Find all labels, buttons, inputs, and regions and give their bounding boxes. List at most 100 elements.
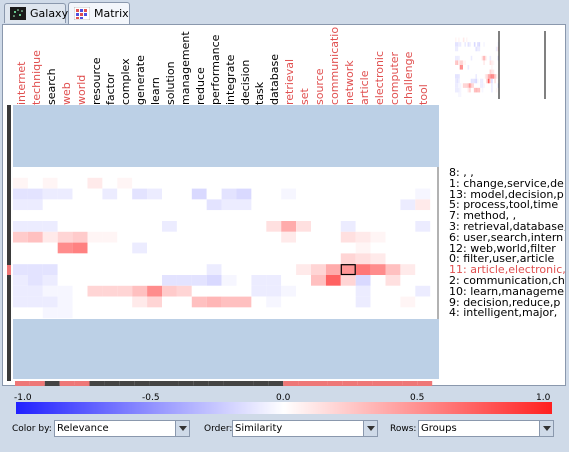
minimap-cell (456, 78, 459, 84)
matrix-cell (191, 253, 207, 265)
matrix-cell (266, 285, 282, 297)
minimap-cell (481, 55, 484, 61)
chevron-down-icon[interactable] (539, 421, 553, 436)
row-label[interactable]: 11: article,electronic, (449, 264, 565, 276)
column-header-factor[interactable]: factor (104, 25, 118, 105)
matrix-cell (191, 264, 207, 275)
minimap-cell (464, 83, 466, 88)
row-label[interactable]: 8: , , (449, 167, 474, 178)
matrix-cell (236, 242, 252, 254)
matrix-cell (281, 253, 297, 265)
row-label[interactable]: 1: change,service,de (449, 177, 564, 189)
chevron-down-icon[interactable] (363, 421, 377, 436)
column-header-decision[interactable]: decision (239, 25, 253, 105)
row-label[interactable]: 6: user,search,intern (449, 231, 564, 243)
matrix-cell (385, 253, 401, 265)
matrix-cell (132, 307, 148, 319)
matrix-cell (13, 296, 28, 308)
minimap-cell (491, 78, 493, 84)
column-header-database[interactable]: database (268, 25, 282, 105)
column-header-communication[interactable]: communication (328, 25, 342, 105)
matrix-cell (206, 199, 222, 211)
column-header-internet[interactable]: internet (15, 25, 29, 106)
row-label[interactable]: 12: web,world,filter (449, 242, 556, 254)
matrix-cell (340, 199, 356, 211)
column-header-integrate[interactable]: integrate (224, 25, 238, 105)
row-label[interactable]: 5: process,tool,time (449, 199, 559, 211)
column-group-segment (253, 381, 269, 386)
matrix-cell (13, 253, 28, 265)
minimap-cell (456, 55, 459, 61)
column-header-world[interactable]: world (75, 25, 89, 105)
matrix-cell (132, 231, 148, 243)
column-header-generate[interactable]: generate (134, 25, 148, 105)
column-header-complex[interactable]: complex (119, 25, 133, 105)
column-header-technique[interactable]: technique (30, 25, 44, 105)
tab-matrix[interactable]: Matrix (68, 2, 130, 24)
matrix-cell (355, 242, 371, 254)
matrix-cell (176, 264, 192, 275)
column-header-task[interactable]: task (253, 25, 267, 105)
matrix-cell (206, 231, 222, 243)
matrix-cell (27, 199, 43, 211)
row-label[interactable]: 2: communication,ch (449, 275, 565, 286)
column-header-tool[interactable]: tool (417, 25, 431, 105)
column-header-article[interactable]: article (358, 25, 372, 105)
column-header-learn[interactable]: learn (149, 25, 163, 105)
matrix-cell (57, 307, 73, 319)
row-label[interactable]: 3: retrieval,database, (449, 221, 565, 232)
matrix-cell (296, 231, 311, 243)
matrix-cell (415, 242, 431, 254)
color-by-select[interactable]: Relevance (54, 420, 190, 437)
row-label[interactable]: 0: filter,user,article (449, 253, 555, 265)
order-select[interactable]: Similarity (232, 420, 378, 437)
column-header-web[interactable]: web (60, 25, 74, 105)
chevron-down-icon[interactable] (175, 421, 189, 436)
column-header-search[interactable]: search (45, 25, 59, 105)
matrix-cell (147, 275, 162, 286)
column-header-computer[interactable]: computer (388, 25, 402, 105)
rows-select[interactable]: Groups (418, 420, 554, 437)
matrix-cell (251, 221, 267, 232)
row-label[interactable]: 9: decision,reduce,p (449, 296, 561, 308)
tab-galaxy[interactable]: Galaxy (4, 3, 68, 23)
minimap-cell (478, 42, 481, 47)
row-label[interactable]: 13: model,decision,p (449, 188, 564, 200)
column-group-segment (268, 381, 284, 386)
matrix-cell (221, 253, 237, 265)
column-header-challenge[interactable]: challenge (402, 25, 416, 105)
column-header-reduce[interactable]: reduce (194, 25, 208, 105)
column-header-resource[interactable]: resource (90, 25, 104, 105)
matrix-cell (311, 264, 326, 275)
column-header-performance[interactable]: performance (209, 25, 223, 105)
column-header-network[interactable]: network (343, 25, 357, 105)
matrix-cell (42, 231, 58, 243)
column-header-solution[interactable]: solution (164, 25, 178, 105)
matrix-cell (102, 210, 118, 221)
matrix-cell (355, 231, 371, 243)
row-label[interactable]: 7: method, , (449, 210, 517, 222)
minimap-cell (492, 69, 495, 75)
column-header-electronic[interactable]: electronic (373, 25, 387, 105)
color-by-label: Color by: (12, 424, 52, 434)
minimap-cell (478, 87, 481, 93)
column-header-set[interactable]: set (298, 25, 312, 105)
column-header-management[interactable]: management (179, 25, 193, 105)
matrix-cell (13, 275, 28, 286)
minimap-cell (459, 42, 462, 47)
row-label[interactable]: 4: intelligent,major, (449, 307, 558, 319)
column-group-segment (372, 381, 388, 386)
matrix-cell (325, 307, 341, 319)
matrix-cell (370, 177, 386, 189)
matrix-cell (266, 210, 282, 221)
matrix-cell (147, 210, 162, 221)
relevance-matrix[interactable] (13, 167, 439, 319)
matrix-cell (340, 285, 356, 297)
matrix-minimap[interactable] (451, 29, 563, 101)
matrix-cell (117, 296, 133, 308)
matrix-cell (72, 221, 88, 232)
row-label[interactable]: 10: learn,manageme (449, 285, 564, 297)
column-header-retrieval[interactable]: retrieval (283, 25, 297, 105)
column-group-segment (387, 381, 403, 386)
column-header-source[interactable]: source (313, 25, 327, 105)
